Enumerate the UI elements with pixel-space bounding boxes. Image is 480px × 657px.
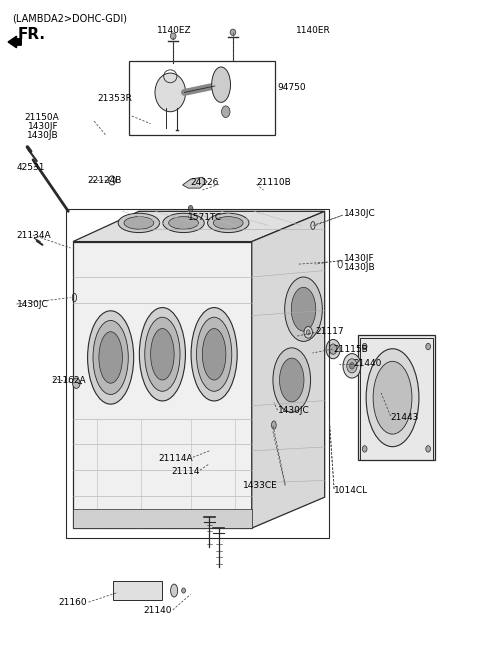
Ellipse shape [151,328,174,380]
Polygon shape [358,335,435,461]
Ellipse shape [279,358,304,402]
Ellipse shape [93,321,128,394]
Polygon shape [73,242,252,528]
Text: 1430JB: 1430JB [27,131,59,140]
Text: 1430JC: 1430JC [277,406,310,415]
Ellipse shape [306,330,310,335]
Text: 21114: 21114 [171,467,200,476]
Ellipse shape [347,359,357,373]
Ellipse shape [291,287,316,331]
Text: 1430JF: 1430JF [344,254,374,263]
Ellipse shape [329,344,337,354]
Ellipse shape [145,317,180,392]
Text: 42531: 42531 [16,163,45,172]
Text: 94750: 94750 [277,83,306,91]
Text: 21134A: 21134A [16,231,51,240]
Polygon shape [182,177,207,188]
Text: 21114A: 21114A [158,454,193,463]
Text: 21117: 21117 [315,327,344,336]
Ellipse shape [366,349,419,447]
Ellipse shape [170,584,178,597]
Text: 21110B: 21110B [256,179,291,187]
Text: 1140EZ: 1140EZ [157,26,192,35]
Ellipse shape [343,353,361,378]
Ellipse shape [362,445,367,452]
Ellipse shape [426,445,431,452]
Bar [113,581,162,600]
Ellipse shape [230,29,236,35]
Text: 21443: 21443 [391,413,419,422]
Ellipse shape [273,348,311,412]
Text: 1014CL: 1014CL [334,486,368,495]
Text: 24126: 24126 [191,179,219,187]
Ellipse shape [139,307,185,401]
Text: 21353R: 21353R [97,94,132,103]
Text: 22124B: 22124B [87,176,121,185]
Ellipse shape [212,67,230,102]
Text: 1430JF: 1430JF [28,122,59,131]
Text: 21115B: 21115B [333,345,368,353]
Text: 1571TC: 1571TC [188,213,222,221]
Ellipse shape [272,421,276,429]
Ellipse shape [188,206,193,212]
Bar [360,338,433,461]
Text: 1430JC: 1430JC [16,300,48,309]
Bar [130,61,275,135]
Ellipse shape [326,340,340,359]
Text: 21160: 21160 [59,598,87,606]
Text: 21162A: 21162A [52,376,86,384]
Ellipse shape [196,317,232,392]
Ellipse shape [72,378,80,388]
Ellipse shape [163,214,204,233]
Text: 1433CE: 1433CE [243,481,277,490]
Ellipse shape [118,214,159,233]
Polygon shape [252,212,324,528]
Text: (LAMBDA2>DOHC-GDI): (LAMBDA2>DOHC-GDI) [12,13,127,23]
Text: FR.: FR. [18,27,46,42]
Text: 21150A: 21150A [24,113,59,122]
Ellipse shape [213,217,243,229]
Ellipse shape [170,33,176,39]
Ellipse shape [222,106,230,118]
Ellipse shape [304,327,312,338]
Text: 21440: 21440 [353,359,381,369]
Ellipse shape [99,332,122,383]
Ellipse shape [362,344,367,350]
Ellipse shape [373,361,412,434]
Ellipse shape [207,214,249,233]
Polygon shape [73,212,324,242]
Ellipse shape [155,73,186,112]
Ellipse shape [349,363,354,369]
Text: 21140: 21140 [144,606,172,615]
Ellipse shape [181,588,185,593]
Text: 1430JB: 1430JB [344,263,375,273]
Ellipse shape [168,217,198,229]
Ellipse shape [203,328,226,380]
Text: 1430JC: 1430JC [344,210,375,218]
FancyArrow shape [8,36,21,48]
Polygon shape [73,509,252,528]
Ellipse shape [87,311,134,404]
Text: 1140ER: 1140ER [297,26,331,35]
Ellipse shape [285,277,323,342]
Ellipse shape [426,344,431,350]
Ellipse shape [124,217,154,229]
Ellipse shape [191,307,237,401]
Bar [66,210,329,537]
